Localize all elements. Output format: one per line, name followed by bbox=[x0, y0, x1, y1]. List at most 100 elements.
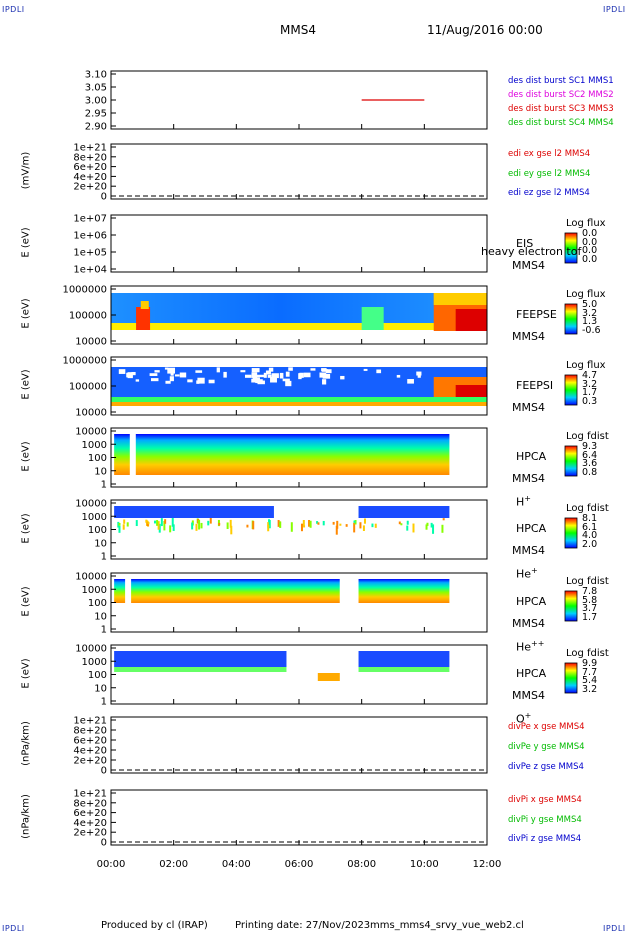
spectrogram-speck bbox=[226, 522, 229, 529]
colorbar bbox=[564, 517, 578, 549]
spectrogram-speck bbox=[442, 518, 445, 521]
y-tick-label: 1e+04 bbox=[73, 265, 107, 276]
spectrogram-speck bbox=[400, 523, 403, 526]
spectrogram-gap bbox=[303, 372, 311, 378]
panel-burst-frame bbox=[110, 70, 488, 130]
species-label: O+ bbox=[516, 711, 532, 726]
y-axis-label-eis: E (eV) bbox=[20, 226, 32, 258]
y-tick-label: 100000 bbox=[69, 311, 107, 322]
spectrogram-burst bbox=[455, 309, 487, 331]
y-tick-label: 10 bbox=[94, 611, 107, 622]
x-tick-label: 02:00 bbox=[159, 859, 188, 870]
y-tick-label: 2e+20 bbox=[73, 828, 107, 839]
spectrogram-speck bbox=[246, 524, 249, 528]
spectrogram-gap bbox=[288, 367, 293, 371]
spectrogram-gap bbox=[339, 579, 359, 603]
colorbar-value: 3.6 bbox=[582, 458, 598, 470]
y-tick-label: 2.90 bbox=[85, 122, 107, 133]
channel-label: divPi x gse MMS4 bbox=[508, 795, 582, 805]
spectrogram-speck bbox=[339, 523, 342, 526]
y-tick-label: 1000 bbox=[82, 440, 107, 451]
channel-label: divPe z gse MMS4 bbox=[508, 762, 584, 772]
spectrogram-speck bbox=[268, 520, 271, 529]
colorbar-value: 3.7 bbox=[582, 603, 598, 615]
produced-by: Produced by cl (IRAP) bbox=[101, 920, 208, 931]
colorbar-value: 4.0 bbox=[582, 530, 598, 542]
y-tick-label: 1e+07 bbox=[73, 214, 107, 225]
spectrogram-speck bbox=[191, 522, 194, 530]
spectrogram-speck bbox=[277, 519, 280, 527]
spectrogram-gap bbox=[196, 380, 200, 384]
colorbar bbox=[564, 374, 578, 406]
spectrogram-speck bbox=[359, 522, 362, 529]
colorbar-value: 7.7 bbox=[582, 666, 598, 678]
spectrogram-gap bbox=[310, 368, 316, 371]
channel-label: edi ey gse l2 MMS4 bbox=[508, 168, 591, 179]
colorbar-value: 5.0 bbox=[582, 299, 598, 310]
printing-date: Printing date: 27/Nov/2023 bbox=[235, 920, 371, 931]
overlay-text: heavy electron tof bbox=[481, 245, 582, 258]
spectrogram-speck bbox=[157, 521, 160, 530]
spectrogram-speck bbox=[302, 519, 305, 527]
x-tick-label: 10:00 bbox=[410, 859, 439, 870]
y-tick-label: 3.10 bbox=[85, 70, 107, 81]
colorbar bbox=[564, 232, 578, 264]
spectrogram-gap bbox=[282, 378, 290, 382]
channel-label: des dist burst SC2 MMS2 bbox=[508, 90, 614, 100]
y-tick-label: 4e+20 bbox=[73, 172, 107, 183]
colorbar-title: Log fdist bbox=[566, 648, 609, 659]
colorbar-value: 1.7 bbox=[582, 387, 598, 399]
spectrogram-gap bbox=[322, 373, 331, 379]
spectrogram-speck bbox=[316, 521, 319, 524]
spectrogram-gap bbox=[268, 367, 274, 372]
spectrogram-gap bbox=[174, 374, 180, 377]
spectrogram-gap bbox=[363, 368, 368, 371]
spectrogram-speck bbox=[441, 524, 444, 533]
spectrogram-speck bbox=[164, 519, 167, 524]
y-tick-label: 1e+21 bbox=[73, 716, 107, 727]
y-axis-label-hpca_o: E (eV) bbox=[20, 657, 32, 689]
spectrogram-gap bbox=[127, 372, 133, 379]
y-tick-label: 1 bbox=[101, 552, 107, 563]
spectrogram-speck bbox=[207, 520, 210, 526]
y-tick-label: 100 bbox=[88, 670, 107, 681]
colorbar-title: Log fdist bbox=[566, 431, 609, 442]
instrument-label: HPCA bbox=[516, 522, 547, 535]
spectrogram-gap bbox=[396, 374, 401, 378]
filename: mms_mms4_srvy_vue_web2.cl bbox=[370, 920, 524, 931]
y-tick-label: 1 bbox=[101, 697, 107, 708]
y-tick-label: 100 bbox=[88, 525, 107, 536]
colorbar-value: 0.0 bbox=[582, 236, 598, 248]
y-tick-label: 2.95 bbox=[85, 109, 107, 120]
spectrogram-speck bbox=[345, 524, 348, 527]
instrument-label: HPCA bbox=[516, 595, 547, 608]
spectrogram-speck bbox=[123, 519, 126, 524]
instrument-sub-label: MMS4 bbox=[512, 544, 545, 557]
spectrogram-band bbox=[114, 434, 450, 475]
instrument-label: EIS bbox=[516, 237, 534, 250]
spectrogram-speck bbox=[252, 521, 255, 530]
spectrogram-gap bbox=[244, 374, 252, 378]
spectrogram-gap bbox=[149, 373, 158, 376]
spectrogram-speck bbox=[353, 522, 356, 533]
spectrogram-gap bbox=[298, 373, 302, 380]
spectrogram-gap bbox=[129, 434, 136, 481]
panel-divpi-frame bbox=[110, 789, 488, 846]
spectrogram-speck bbox=[230, 525, 233, 535]
spectrogram-gap bbox=[167, 367, 176, 374]
y-tick-label: 3.00 bbox=[85, 96, 107, 107]
spectrogram-gap bbox=[376, 369, 382, 374]
colorbar-value: 0.3 bbox=[582, 395, 598, 407]
spectrogram-speck bbox=[354, 518, 357, 525]
spectrogram-gap bbox=[319, 372, 327, 378]
spectrogram-speck bbox=[200, 522, 203, 529]
y-tick-label: 10000 bbox=[75, 427, 107, 438]
y-axis-label-hpca_he: E (eV) bbox=[20, 512, 32, 544]
y-tick-label: 1000 bbox=[82, 657, 107, 668]
panel-hpca_h-content bbox=[114, 434, 450, 481]
y-tick-label: 10 bbox=[94, 683, 107, 694]
colorbar-value: 7.8 bbox=[582, 586, 598, 597]
spectrogram-speck bbox=[195, 523, 198, 531]
spectrogram-gap bbox=[256, 374, 265, 378]
y-tick-label: 1000 bbox=[82, 512, 107, 523]
